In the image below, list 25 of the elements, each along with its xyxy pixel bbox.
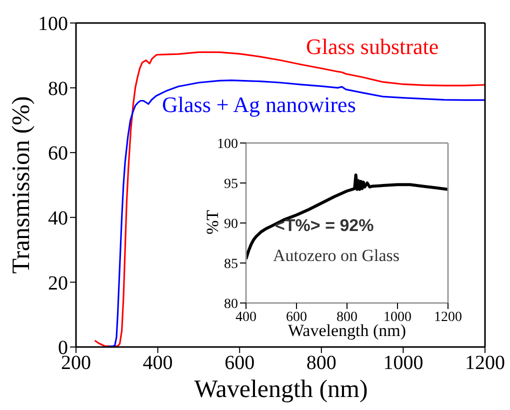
y-axis-title: %T	[202, 210, 222, 234]
y-tick-label: 80	[224, 296, 238, 312]
y-tick-label: 60	[48, 142, 68, 165]
x-tick-label: 400	[236, 310, 256, 325]
x-tick-label: 1200	[465, 352, 505, 374]
series-label: Glass + Ag nanowires	[162, 92, 356, 118]
y-tick-label: 95	[224, 176, 238, 192]
x-tick-label: 800	[306, 352, 336, 374]
y-tick-label: 85	[224, 256, 238, 272]
annotation: <T%> = 92%	[275, 216, 374, 236]
line-series	[246, 174, 448, 260]
y-tick-label: 20	[48, 272, 68, 294]
y-tick-label: 40	[48, 208, 68, 230]
x-axis-title: Wavelength (nm)	[193, 375, 369, 405]
x-tick-label: 600	[224, 352, 255, 374]
series-label: Glass substrate	[306, 34, 439, 60]
y-tick-label: 100	[217, 136, 238, 152]
x-tick-label: 1200	[434, 310, 462, 325]
annotation: Autozero on Glass	[273, 246, 400, 266]
y-tick-label: 90	[224, 216, 238, 232]
y-axis-title: Transmission (%)	[7, 95, 36, 276]
x-tick-label: 1000	[383, 352, 424, 374]
x-tick-label: 400	[142, 352, 173, 374]
y-tick-label: 100	[38, 13, 68, 36]
y-tick-label: 80	[48, 78, 68, 100]
